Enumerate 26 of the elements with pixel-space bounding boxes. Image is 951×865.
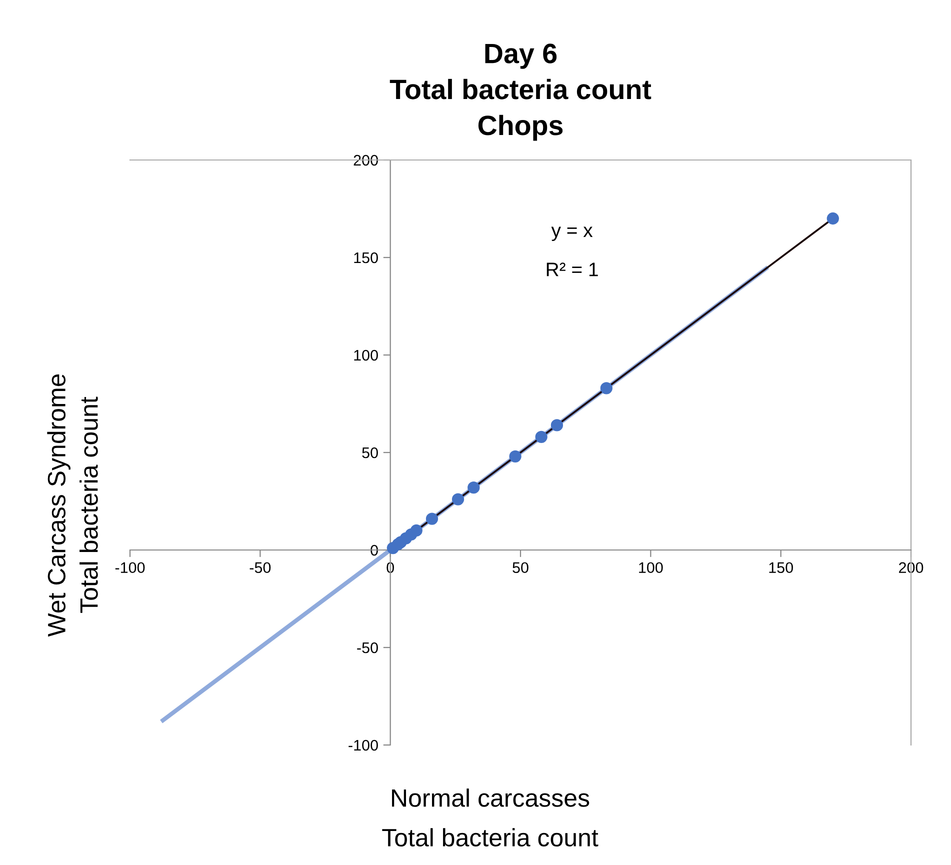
point: [426, 512, 438, 525]
x-tick-label: 200: [899, 562, 924, 574]
point: [550, 419, 564, 432]
annotation: y = x: [551, 226, 593, 242]
point: [535, 430, 548, 443]
y-tick-label: -50: [357, 642, 378, 654]
point: [452, 493, 464, 506]
x-tick-label: 0: [386, 562, 394, 574]
point: [600, 382, 612, 394]
point: [826, 212, 839, 225]
annotation: R² = 1: [546, 262, 598, 276]
x-tick-label: -50: [250, 562, 271, 574]
y-tick-label: -100: [348, 740, 378, 751]
point: [468, 482, 480, 494]
point: [509, 450, 522, 462]
y-axis-title: Wet Carcass Syndrome Total bacteria count: [47, 374, 98, 637]
x-axis-title: Normal carcasses Total bacteria count: [382, 788, 598, 847]
x-tick-label: 100: [639, 562, 663, 574]
y-tick-label: 100: [354, 350, 378, 361]
point: [410, 524, 422, 537]
chart-title: Day 6 Total bacteria count Chops: [390, 44, 652, 141]
x-tick-label: 150: [769, 562, 793, 574]
x-tick-label: -100: [115, 562, 145, 574]
y-tick-label: 50: [362, 447, 378, 458]
x-tick-label: 50: [512, 562, 528, 574]
y-tick-label: 150: [354, 252, 378, 264]
